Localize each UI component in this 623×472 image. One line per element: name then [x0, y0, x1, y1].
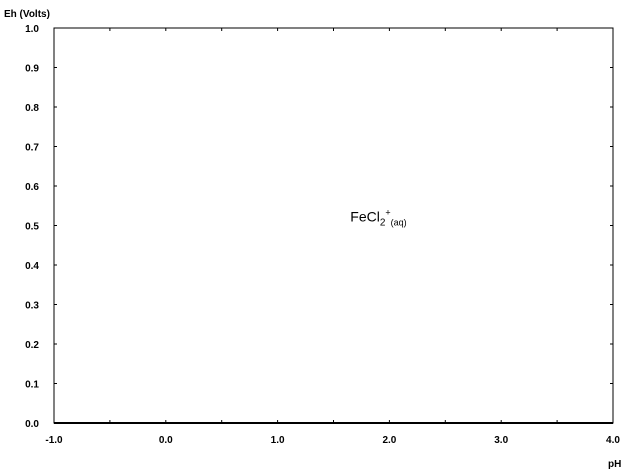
x-tick-label: 1.0: [271, 435, 285, 446]
y-tick-label: 0.2: [25, 340, 39, 351]
y-tick-label: 0.5: [25, 222, 39, 233]
y-axis-label: Eh (Volts): [4, 9, 50, 20]
species-formula: FeCl: [350, 209, 380, 225]
x-tick-label: 3.0: [494, 435, 508, 446]
region-annotations: FeCl2+(aq): [350, 208, 406, 229]
y-tick-label: 0.0: [25, 419, 39, 430]
y-tick-label: 0.9: [25, 64, 39, 75]
y-tick-label: 0.1: [25, 380, 39, 391]
x-tick-label: 4.0: [606, 435, 620, 446]
y-tick-label: 0.6: [25, 182, 39, 193]
species-label: FeCl2+(aq): [350, 208, 406, 229]
species-charge: +: [385, 208, 390, 218]
x-axis-ticks: [53, 28, 614, 423]
y-axis-tick-labels: 0.0 0.1 0.2 0.3 0.4 0.5 0.6 0.7 0.8 0.9 1.0: [25, 24, 39, 430]
species-subscript: 2: [380, 218, 386, 229]
x-tick-label: 0.0: [159, 435, 173, 446]
y-axis-ticks: [54, 27, 613, 424]
y-tick-label: 0.3: [25, 301, 39, 312]
x-tick-label: -1.0: [45, 435, 63, 446]
y-tick-label: 0.7: [25, 143, 39, 154]
y-tick-label: 0.4: [25, 261, 39, 272]
x-axis-label: pH: [608, 459, 621, 470]
y-tick-label: 1.0: [25, 24, 39, 35]
x-tick-label: 2.0: [382, 435, 396, 446]
x-axis-tick-labels: -1.0 0.0 1.0 2.0 3.0 4.0: [45, 435, 620, 446]
y-tick-label: 0.8: [25, 103, 39, 114]
species-phase: (aq): [391, 218, 407, 228]
plot-frame: [53, 27, 614, 424]
